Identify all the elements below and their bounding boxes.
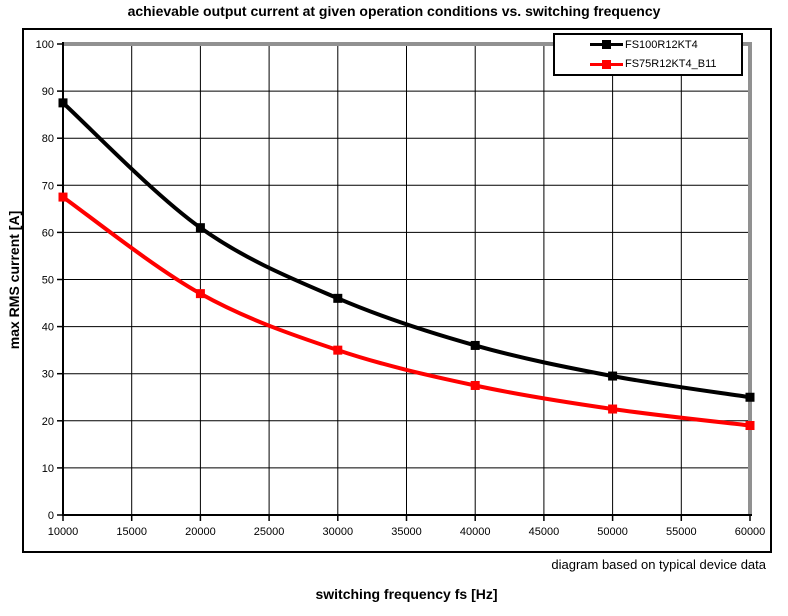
x-tick-label: 10000 <box>48 526 79 538</box>
legend-label: FS100R12KT4 <box>625 38 698 51</box>
x-tick-label: 15000 <box>116 526 147 538</box>
chart-title: achievable output current at given opera… <box>127 3 661 19</box>
x-tick-label: 40000 <box>460 526 491 538</box>
x-tick-label: 35000 <box>391 526 422 538</box>
data-point-marker <box>745 392 755 402</box>
x-tick-label: 50000 <box>597 526 628 538</box>
y-tick-label: 0 <box>48 510 54 522</box>
y-tick-label: 50 <box>42 275 54 287</box>
x-tick-label: 30000 <box>323 526 354 538</box>
legend-item-fs100r12kt4: FS100R12KT4 <box>555 39 741 51</box>
data-point-marker <box>470 380 480 390</box>
data-point-marker <box>333 345 343 355</box>
series-curve-fs100r12kt4 <box>61 101 751 400</box>
y-tick-label: 30 <box>42 369 54 381</box>
x-tick-label: 45000 <box>529 526 560 538</box>
legend-square-marker-icon <box>602 40 611 50</box>
y-tick-label: 60 <box>42 227 54 239</box>
legend-label: FS75R12KT4_B11 <box>625 58 717 71</box>
x-tick-label: 25000 <box>254 526 285 538</box>
legend-square-marker-icon <box>602 59 611 69</box>
x-tick-label: 60000 <box>735 526 766 538</box>
x-tick-label: 55000 <box>666 526 697 538</box>
y-tick-label: 20 <box>42 416 54 428</box>
data-point-marker <box>333 293 343 303</box>
y-tick-label: 80 <box>42 133 54 145</box>
data-point-marker <box>195 223 205 233</box>
data-point-marker <box>195 289 205 299</box>
data-point-marker <box>58 98 68 108</box>
legend: FS100R12KT4 FS75R12KT4_B11 <box>553 33 743 76</box>
y-tick-label: 10 <box>42 463 54 475</box>
y-tick-label: 100 <box>36 39 54 51</box>
data-point-marker <box>58 192 68 202</box>
data-point-marker <box>470 340 480 350</box>
legend-line-marker-icon <box>590 40 623 50</box>
data-point-marker <box>608 371 618 381</box>
y-tick-label: 40 <box>42 322 54 334</box>
plot-border-gray <box>63 42 752 515</box>
data-point-marker <box>608 404 618 414</box>
series-curve-fs75r12kt4_b11 <box>61 195 751 428</box>
legend-line-marker-icon <box>590 59 623 69</box>
y-axis-label: max RMS current [A] <box>6 210 22 350</box>
plot-area: 0 10 20 30 40 50 60 70 80 90 100 10000 15000 20000 250… <box>36 39 766 538</box>
chart-figure: 0 10 20 30 40 50 60 70 80 90 100 10000 15000 20000 250… <box>22 28 772 553</box>
x-axis-label: switching frequency fs [Hz] <box>315 586 498 602</box>
legend-item-fs75r12kt4-b11: FS75R12KT4_B11 <box>555 58 741 70</box>
footnote: diagram based on typical device data <box>551 557 766 572</box>
data-point-marker <box>745 421 755 431</box>
y-tick-label: 70 <box>42 180 54 192</box>
y-tick-label: 90 <box>42 86 54 98</box>
x-tick-label: 20000 <box>185 526 216 538</box>
